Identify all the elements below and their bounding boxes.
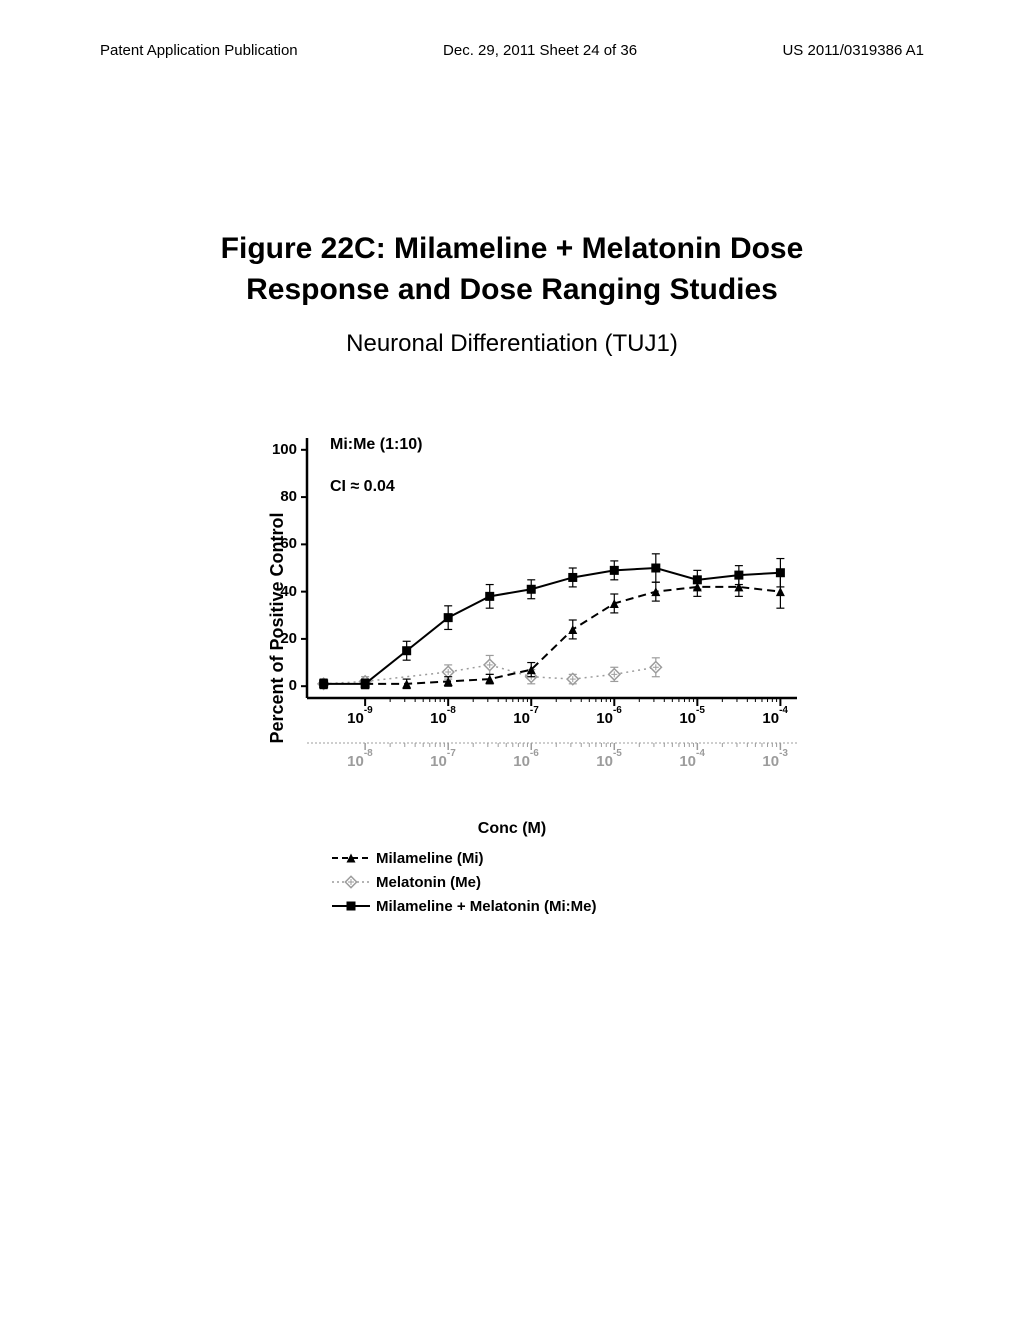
figure-title-line2: Response and Dose Ranging Studies bbox=[40, 270, 984, 311]
y-tick-label: 0 bbox=[289, 677, 297, 694]
x-tick-label-top: 10-5 bbox=[679, 709, 705, 727]
legend-swatch bbox=[332, 850, 370, 866]
page-header: Patent Application Publication Dec. 29, … bbox=[0, 0, 1024, 59]
legend-label: Melatonin (Me) bbox=[376, 874, 481, 891]
header-center: Dec. 29, 2011 Sheet 24 of 36 bbox=[443, 42, 637, 59]
x-tick-label-top: 10-4 bbox=[762, 709, 788, 727]
y-tick-label: 40 bbox=[280, 583, 297, 600]
legend-label: Milameline (Mi) bbox=[376, 850, 484, 867]
figure-title: Figure 22C: Milameline + Melatonin Dose … bbox=[0, 229, 1024, 310]
x-tick-label-bottom: 10-4 bbox=[679, 752, 705, 770]
legend-item: Melatonin (Me) bbox=[332, 870, 692, 894]
legend-swatch bbox=[332, 874, 370, 890]
y-tick-label: 60 bbox=[280, 535, 297, 552]
y-tick-label: 20 bbox=[280, 630, 297, 647]
figure-title-line1: Figure 22C: Milameline + Melatonin Dose bbox=[40, 229, 984, 270]
header-right: US 2011/0319386 A1 bbox=[782, 42, 924, 59]
figure-subtitle: Neuronal Differentiation (TUJ1) bbox=[0, 330, 1024, 358]
x-tick-label-top: 10-9 bbox=[347, 709, 373, 727]
x-tick-label-bottom: 10-5 bbox=[596, 752, 622, 770]
x-tick-label-top: 10-8 bbox=[430, 709, 456, 727]
x-tick-label-top: 10-6 bbox=[596, 709, 622, 727]
legend-label: Milameline + Melatonin (Mi:Me) bbox=[376, 898, 596, 915]
legend-swatch bbox=[332, 898, 370, 914]
chart-legend: Milameline (Mi) Melatonin (Me) Milameline … bbox=[332, 846, 692, 918]
x-tick-label-top: 10-7 bbox=[513, 709, 539, 727]
y-tick-label: 100 bbox=[272, 441, 297, 458]
legend-item: Milameline (Mi) bbox=[332, 846, 692, 870]
x-tick-label-bottom: 10-8 bbox=[347, 752, 373, 770]
y-tick-label: 80 bbox=[280, 488, 297, 505]
x-tick-label-bottom: 10-7 bbox=[430, 752, 456, 770]
legend-item: Milameline + Melatonin (Mi:Me) bbox=[332, 894, 692, 918]
x-tick-label-bottom: 10-6 bbox=[513, 752, 539, 770]
chart-container: Percent of Positive Control Mi:Me (1:10)… bbox=[202, 428, 822, 828]
x-axis-label: Conc (M) bbox=[478, 820, 546, 838]
x-tick-label-bottom: 10-3 bbox=[762, 752, 788, 770]
header-left: Patent Application Publication bbox=[100, 42, 298, 59]
